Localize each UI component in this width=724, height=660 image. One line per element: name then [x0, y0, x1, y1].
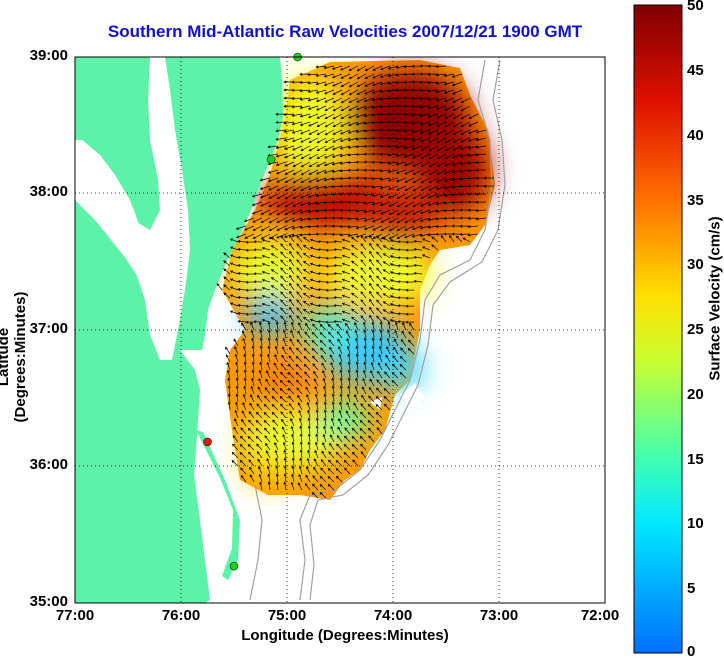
colorbar-tick: 20: [687, 386, 704, 403]
x-tick: 76:00: [161, 607, 201, 624]
colorbar-tick: 10: [687, 515, 704, 532]
radar-site-marker: [203, 437, 212, 447]
x-axis-label: Longitude (Degrees:Minutes): [241, 627, 449, 644]
velocity-arrows: [216, 64, 495, 499]
pamlico-sound: [196, 440, 238, 590]
colorbar-tick: 25: [687, 321, 704, 338]
colorbar-tick: 45: [687, 62, 704, 79]
radar-site-marker: [229, 561, 239, 571]
velocity-arrow-set: [216, 64, 495, 499]
y-tick: 37:00: [29, 320, 68, 337]
colorbar-tick: 5: [687, 580, 696, 597]
colorbar-tick: 35: [687, 192, 704, 209]
colorbar-tick: 15: [687, 451, 704, 468]
colorbar-tick: 40: [687, 127, 704, 144]
plot-frame: [74, 56, 606, 604]
y-tick: 38:00: [29, 183, 68, 200]
chart-title: Southern Mid-Atlantic Raw Velocities 200…: [107, 22, 583, 41]
outer-banks: [196, 430, 240, 580]
y-tick: 36:00: [29, 456, 68, 473]
virginia-carolina-landmass: [75, 200, 210, 603]
y-tick: 35:00: [29, 593, 68, 610]
x-tick: 75:00: [267, 607, 307, 624]
x-tick: 74:00: [373, 607, 413, 624]
colorbar: [633, 4, 683, 654]
x-tick: 77:00: [55, 607, 95, 624]
grid-lines: [75, 57, 605, 603]
colorbar-tick: 50: [687, 0, 704, 14]
x-tick: 72:00: [580, 607, 620, 624]
colorbar-tick: 0: [687, 643, 696, 660]
chesapeake-bay: [80, 57, 190, 360]
x-tick: 73:00: [479, 607, 519, 624]
colorbar-tick: 30: [687, 256, 704, 273]
y-tick: 39:00: [29, 47, 68, 64]
radar-site-marker: [266, 155, 276, 164]
bathymetry-contours: [249, 59, 506, 601]
colorbar-label: Surface Velocity (cm/s): [706, 216, 724, 381]
y-axis-label: Latitude (Degrees:Minutes): [0, 291, 29, 423]
